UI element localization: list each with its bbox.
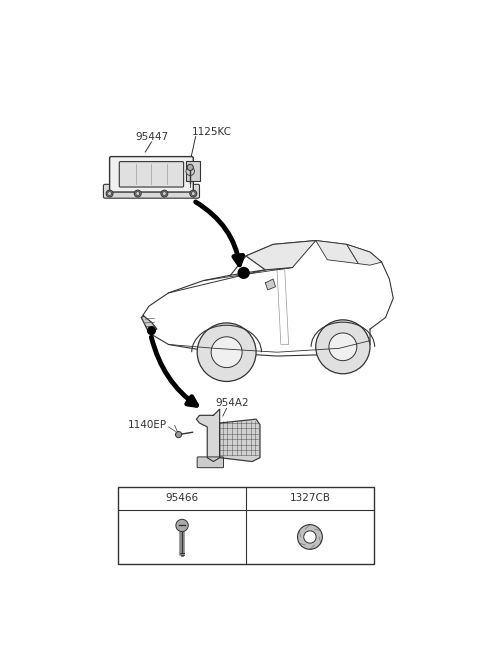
Circle shape — [190, 190, 197, 197]
FancyArrowPatch shape — [196, 202, 243, 265]
Circle shape — [176, 432, 181, 438]
Circle shape — [329, 333, 357, 361]
Circle shape — [136, 192, 140, 196]
Circle shape — [192, 192, 195, 196]
Text: 95466: 95466 — [166, 493, 199, 503]
Polygon shape — [220, 419, 260, 461]
Circle shape — [197, 323, 256, 382]
Circle shape — [161, 190, 168, 197]
Circle shape — [186, 167, 194, 175]
Circle shape — [316, 320, 370, 374]
Polygon shape — [316, 240, 359, 263]
FancyBboxPatch shape — [109, 156, 193, 192]
Polygon shape — [246, 240, 316, 270]
Circle shape — [211, 337, 242, 367]
Circle shape — [106, 190, 113, 197]
Circle shape — [147, 327, 156, 334]
Polygon shape — [196, 409, 220, 461]
Circle shape — [108, 192, 111, 196]
Circle shape — [298, 525, 323, 549]
Polygon shape — [142, 316, 157, 333]
Circle shape — [134, 190, 141, 197]
Polygon shape — [347, 244, 382, 265]
Circle shape — [162, 192, 166, 196]
Bar — [186, 162, 200, 181]
Circle shape — [304, 531, 316, 543]
Text: 1327CB: 1327CB — [289, 493, 330, 503]
Text: 1140EP: 1140EP — [128, 420, 167, 430]
FancyArrowPatch shape — [151, 337, 197, 405]
Text: 95447: 95447 — [135, 132, 168, 142]
FancyBboxPatch shape — [120, 162, 184, 187]
Bar — [118, 487, 374, 564]
Circle shape — [238, 267, 249, 279]
Circle shape — [176, 519, 188, 532]
FancyBboxPatch shape — [103, 185, 200, 198]
Polygon shape — [265, 279, 276, 290]
FancyBboxPatch shape — [197, 457, 224, 468]
Text: 1125KC: 1125KC — [192, 127, 232, 137]
Circle shape — [187, 164, 193, 170]
Text: 954A2: 954A2 — [215, 398, 249, 409]
